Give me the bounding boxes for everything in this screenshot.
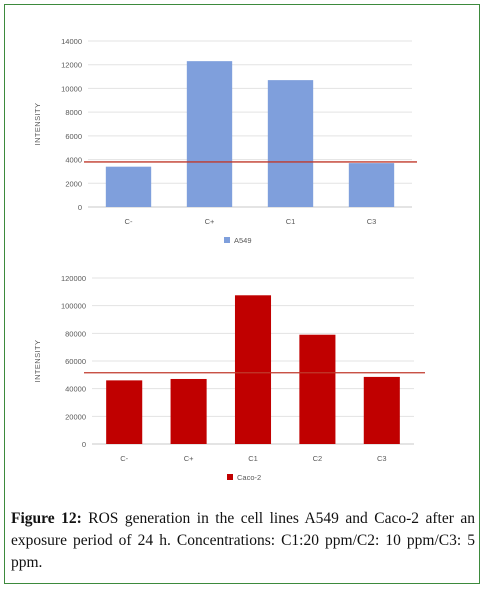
legend-label: Caco-2 <box>237 473 261 482</box>
bar-caco2-C2 <box>299 334 336 444</box>
y-tick-label: 8000 <box>65 108 82 117</box>
y-tick-label: 60000 <box>65 357 86 366</box>
x-tick-label: C2 <box>313 454 323 463</box>
x-tick-label: C- <box>125 217 133 226</box>
legend-swatch <box>224 237 230 243</box>
bar-a549-C+ <box>186 61 233 208</box>
caption-label: Figure 12: <box>11 510 82 527</box>
y-tick-label: 4000 <box>65 156 82 165</box>
bar-a549-C1 <box>267 80 314 207</box>
y-tick-label: 12000 <box>61 61 82 70</box>
x-tick-label: C3 <box>367 217 377 226</box>
x-tick-label: C- <box>120 454 128 463</box>
y-tick-label: 0 <box>82 440 86 449</box>
x-tick-label: C1 <box>286 217 296 226</box>
y-tick-label: 0 <box>78 203 82 212</box>
y-tick-label: 14000 <box>61 37 82 46</box>
y-tick-label: 10000 <box>61 84 82 93</box>
y-tick-label: 120000 <box>61 274 86 283</box>
bar-caco2-C1 <box>234 295 272 444</box>
y-axis-title: INTENSITY <box>33 103 42 146</box>
bar-caco2-C- <box>106 380 143 444</box>
bar-caco2-C+ <box>170 378 207 444</box>
x-tick-label: C+ <box>184 454 194 463</box>
y-tick-label: 20000 <box>65 412 86 421</box>
bar-caco2-C3 <box>363 376 400 444</box>
x-tick-label: C+ <box>205 217 215 226</box>
figure-caption: Figure 12: ROS generation in the cell li… <box>11 508 475 574</box>
y-tick-label: 40000 <box>65 385 86 394</box>
y-tick-label: 6000 <box>65 132 82 141</box>
y-axis-title: INTENSITY <box>33 340 42 383</box>
figure-frame <box>4 4 480 584</box>
chart-caco2: 0 20000 40000 60000 80000 100000 120000 INTENSI… <box>33 274 425 482</box>
bar-a549-C3 <box>348 163 395 207</box>
y-tick-label: 100000 <box>61 302 86 311</box>
y-tick-label: 80000 <box>65 329 86 338</box>
legend-swatch <box>227 474 233 480</box>
x-tick-label: C3 <box>377 454 387 463</box>
bar-a549-C- <box>105 166 152 207</box>
legend-label: A549 <box>234 236 252 245</box>
x-tick-label: C1 <box>248 454 258 463</box>
chart-a549: 0 2000 4000 6000 8000 10000 12000 14000 INTENSIT… <box>33 37 417 245</box>
caption-text: ROS generation in the cell lines A549 an… <box>11 510 475 571</box>
y-tick-label: 2000 <box>65 179 82 188</box>
